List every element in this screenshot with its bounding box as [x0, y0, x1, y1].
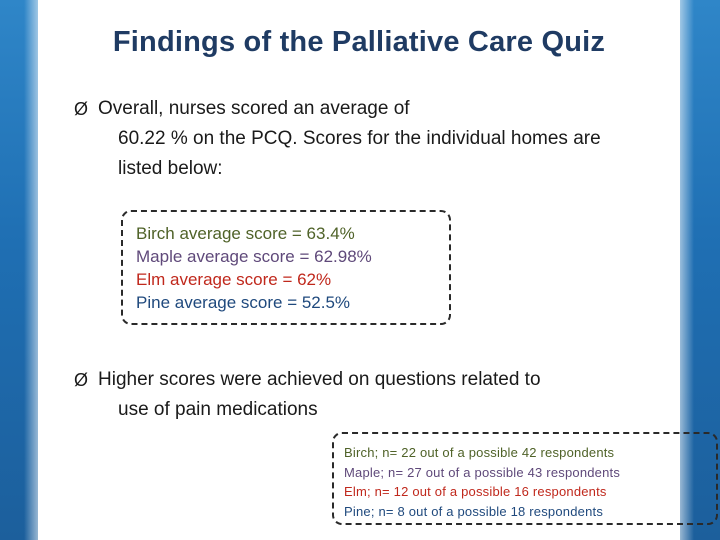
slide-title: Findings of the Palliative Care Quiz	[112, 26, 606, 58]
bullet-text-line: 60.22 % on the PCQ. Scores for the indiv…	[118, 128, 601, 149]
respondents-elm: Elm; n= 12 out of a possible 16 responde…	[344, 484, 607, 499]
respondents-maple: Maple; n= 27 out of a possible 43 respon…	[344, 464, 621, 480]
bullet-text-line: use of pain medications	[118, 399, 318, 420]
respondents-pine: Pine; n= 8 out of a possible 18 responde…	[344, 503, 604, 519]
left-decorative-band	[0, 0, 38, 540]
right-decorative-band	[680, 0, 720, 540]
bullet-arrow-icon: Ø	[74, 99, 89, 119]
bullet-text-line: listed below:	[118, 158, 223, 179]
score-elm: Elm average score = 62%	[136, 270, 332, 289]
bullet-overall-score: Ø Overall, nurses scored an average of 6…	[74, 94, 658, 184]
score-maple: Maple average score = 62.98%	[136, 247, 372, 266]
bullet-higher-scores: Ø Higher scores were achieved on questio…	[74, 365, 658, 425]
respondents-box: Birch; n= 22 out of a possible 42 respon…	[332, 432, 718, 525]
scores-box: Birch average score = 63.4% Maple averag…	[121, 210, 451, 325]
score-pine: Pine average score = 52.5%	[136, 293, 351, 312]
bullet-arrow-icon: Ø	[74, 370, 89, 390]
bullet-text-line: Overall, nurses scored an average of	[98, 98, 410, 119]
score-birch: Birch average score = 63.4%	[136, 224, 355, 243]
respondents-birch: Birch; n= 22 out of a possible 42 respon…	[344, 445, 615, 460]
bullet-text-line: Higher scores were achieved on questions…	[98, 369, 541, 390]
